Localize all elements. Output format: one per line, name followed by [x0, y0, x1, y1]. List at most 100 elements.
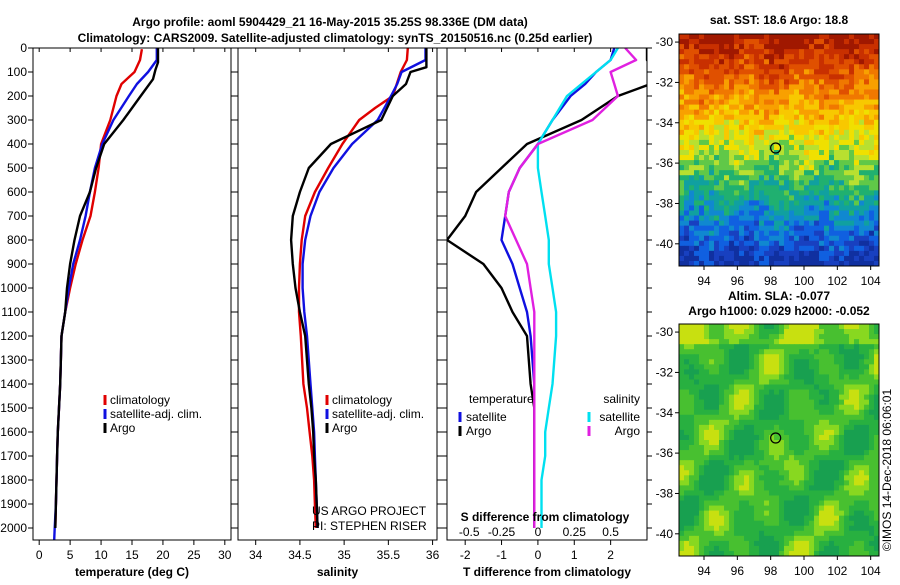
map-cell — [774, 74, 780, 80]
map-cell — [834, 175, 840, 181]
map-cell — [679, 440, 685, 446]
map-cell — [824, 500, 830, 506]
map-cell — [799, 144, 805, 151]
map-cell — [779, 255, 785, 262]
map-cell — [789, 114, 795, 121]
map-cell — [874, 329, 880, 335]
map-cell — [809, 409, 815, 416]
map-cell — [804, 59, 810, 65]
map-cell — [744, 89, 750, 95]
map-cell — [734, 500, 740, 506]
map-cell — [684, 495, 690, 501]
map-cell — [734, 175, 740, 181]
map-cell — [729, 324, 735, 330]
map-cell — [789, 260, 795, 267]
map-cell — [844, 54, 850, 60]
map-cell — [704, 134, 710, 141]
map-cell — [724, 220, 730, 227]
map-cell — [849, 434, 855, 441]
map-cell — [849, 344, 855, 350]
map-cell — [854, 104, 860, 111]
map-cell — [774, 329, 780, 335]
map-cell — [684, 180, 690, 186]
map-cell — [689, 540, 695, 547]
map-cell — [764, 39, 770, 45]
map-cell — [789, 419, 795, 426]
map-cell — [789, 250, 795, 257]
map-cell — [684, 364, 690, 370]
map-cell — [704, 74, 710, 80]
map-cell — [719, 104, 725, 111]
map-cell — [714, 44, 720, 50]
map-cell — [779, 409, 785, 416]
map-cell — [759, 230, 765, 237]
map-cell — [744, 334, 750, 340]
map-cell — [719, 505, 725, 512]
map-cell — [839, 334, 845, 340]
map-cell — [744, 359, 750, 365]
map-cell — [854, 505, 860, 512]
map-cell — [719, 450, 725, 456]
map-cell — [709, 389, 715, 396]
map-cell — [869, 175, 875, 181]
map-cell — [724, 404, 730, 411]
map-cell — [744, 429, 750, 436]
map-cell — [704, 235, 710, 242]
map-cell — [764, 175, 770, 181]
map-cell — [789, 245, 795, 252]
map-cell — [724, 69, 730, 75]
map-cell — [784, 419, 790, 426]
map-cell — [679, 69, 685, 75]
map-cell — [814, 74, 820, 80]
map-cell — [784, 354, 790, 360]
map-cell — [734, 440, 740, 446]
map-cell — [739, 495, 745, 501]
map-cell — [859, 170, 865, 176]
map-cell — [714, 160, 720, 166]
map-cell — [679, 470, 685, 476]
map-cell — [719, 49, 725, 55]
map-cell — [689, 255, 695, 262]
map-cell — [874, 475, 880, 481]
map-cell — [754, 525, 760, 532]
map-cell — [829, 465, 835, 471]
map-cell — [704, 240, 710, 247]
map-cell — [809, 225, 815, 232]
map-cell — [874, 510, 880, 517]
map-cell — [794, 465, 800, 471]
map-cell — [834, 255, 840, 262]
map-cell — [844, 475, 850, 481]
map-cell — [769, 440, 775, 446]
map-cell — [704, 369, 710, 375]
map-cell — [834, 344, 840, 350]
map-cell — [849, 89, 855, 95]
map-cell — [774, 220, 780, 227]
map-cell — [874, 485, 880, 491]
map-cell — [874, 119, 880, 126]
map-cell — [739, 200, 745, 206]
map-cell — [729, 119, 735, 126]
map-cell — [769, 175, 775, 181]
map-cell — [839, 384, 845, 390]
map-cell — [699, 240, 705, 247]
map-cell — [799, 250, 805, 257]
map-cell — [744, 379, 750, 385]
map-cell — [679, 155, 685, 161]
map-cell — [814, 424, 820, 431]
map-cell — [819, 185, 825, 191]
map-cell — [724, 470, 730, 476]
map-cell — [739, 250, 745, 257]
map-cell — [834, 250, 840, 257]
map-cell — [829, 329, 835, 335]
map-cell — [794, 255, 800, 262]
map-cell — [759, 34, 765, 40]
map-cell — [779, 525, 785, 532]
map-cell — [779, 344, 785, 350]
map-cell — [779, 94, 785, 100]
map-cell — [794, 240, 800, 247]
map-cell — [749, 515, 755, 522]
map-cell — [699, 495, 705, 501]
map-cell — [774, 369, 780, 375]
map-cell — [804, 404, 810, 411]
map-cell — [789, 440, 795, 446]
